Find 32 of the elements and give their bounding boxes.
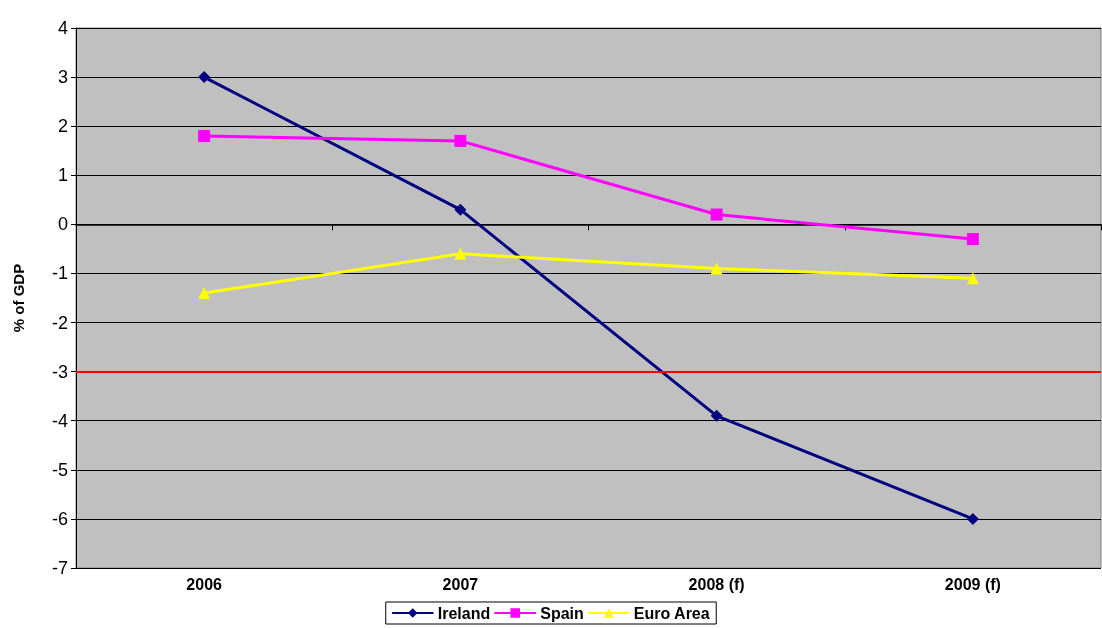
point [454, 247, 467, 260]
point [710, 208, 723, 221]
point [710, 262, 723, 275]
y-tick-label: 4 [57, 18, 68, 38]
x-tick-label: 2006 [186, 575, 223, 593]
y-tick-label: 0 [57, 214, 68, 235]
point [710, 409, 723, 422]
y-tick-label: -2 [51, 312, 68, 333]
legend-label: Euro Area [633, 604, 710, 622]
point [198, 287, 211, 300]
y-tick-label: -1 [51, 263, 68, 284]
point [966, 272, 979, 285]
point [966, 233, 979, 246]
y-tick-label: -4 [51, 410, 68, 431]
point [454, 203, 467, 216]
legend-label: Ireland [437, 604, 491, 622]
legend-label: Spain [540, 604, 584, 622]
y-tick-label: -7 [51, 558, 68, 578]
y-tick-label: -6 [51, 508, 68, 529]
y-tick-label: -3 [51, 361, 68, 382]
y-tick-label: 1 [57, 165, 68, 186]
point [966, 512, 979, 525]
point [454, 134, 467, 147]
y-tick-label: 3 [57, 67, 68, 88]
x-tick-label: 2008 (f) [688, 575, 745, 593]
x-tick-label: 2009 (f) [944, 575, 1001, 593]
x-tick-label: 2007 [442, 575, 479, 593]
y-axis-title: % of GDP [10, 263, 27, 333]
point [198, 130, 211, 142]
y-tick-label: 2 [57, 116, 68, 137]
point [198, 71, 211, 84]
y-tick-label: -5 [51, 459, 68, 480]
